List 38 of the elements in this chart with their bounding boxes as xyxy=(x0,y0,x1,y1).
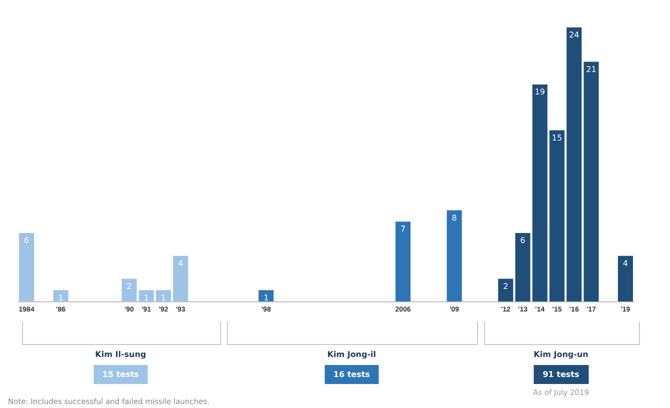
data-label: 2 xyxy=(126,282,132,291)
bar xyxy=(618,256,633,302)
data-label: 1 xyxy=(160,293,166,302)
text: 16 tests xyxy=(324,365,379,384)
bar xyxy=(584,62,599,302)
bar xyxy=(173,256,188,302)
data-label: 21 xyxy=(586,64,596,74)
bar xyxy=(19,233,34,302)
data-label: 1 xyxy=(58,293,64,302)
text: 91 tests xyxy=(534,365,588,384)
text: Kim Il-sung xyxy=(95,350,146,359)
bar xyxy=(258,290,274,302)
data-label: 24 xyxy=(569,30,580,40)
data-label: 6 xyxy=(24,236,30,246)
bar xyxy=(446,210,462,302)
data-label: 1 xyxy=(264,293,269,302)
data-label: 7 xyxy=(400,224,406,234)
data-label: 6 xyxy=(520,236,526,246)
bar xyxy=(549,130,565,302)
bar xyxy=(122,278,137,302)
bar xyxy=(138,290,154,302)
bar xyxy=(156,290,171,302)
data-label: 2 xyxy=(503,282,508,291)
data-label: 4 xyxy=(622,258,628,268)
bar xyxy=(395,222,411,302)
data-label: 19 xyxy=(534,88,545,97)
bar xyxy=(515,233,530,302)
text: 15 tests xyxy=(93,365,148,384)
data-label: 8 xyxy=(452,213,457,222)
data-label: 15 xyxy=(552,133,562,142)
bar xyxy=(498,278,514,302)
data-label: 4 xyxy=(178,258,184,268)
bar xyxy=(53,290,68,302)
bar xyxy=(566,27,582,302)
text: Kim Jong-un xyxy=(534,350,588,359)
bar xyxy=(532,84,548,302)
text: Kim Jong-il xyxy=(327,350,376,359)
data-label: 1 xyxy=(144,293,149,302)
